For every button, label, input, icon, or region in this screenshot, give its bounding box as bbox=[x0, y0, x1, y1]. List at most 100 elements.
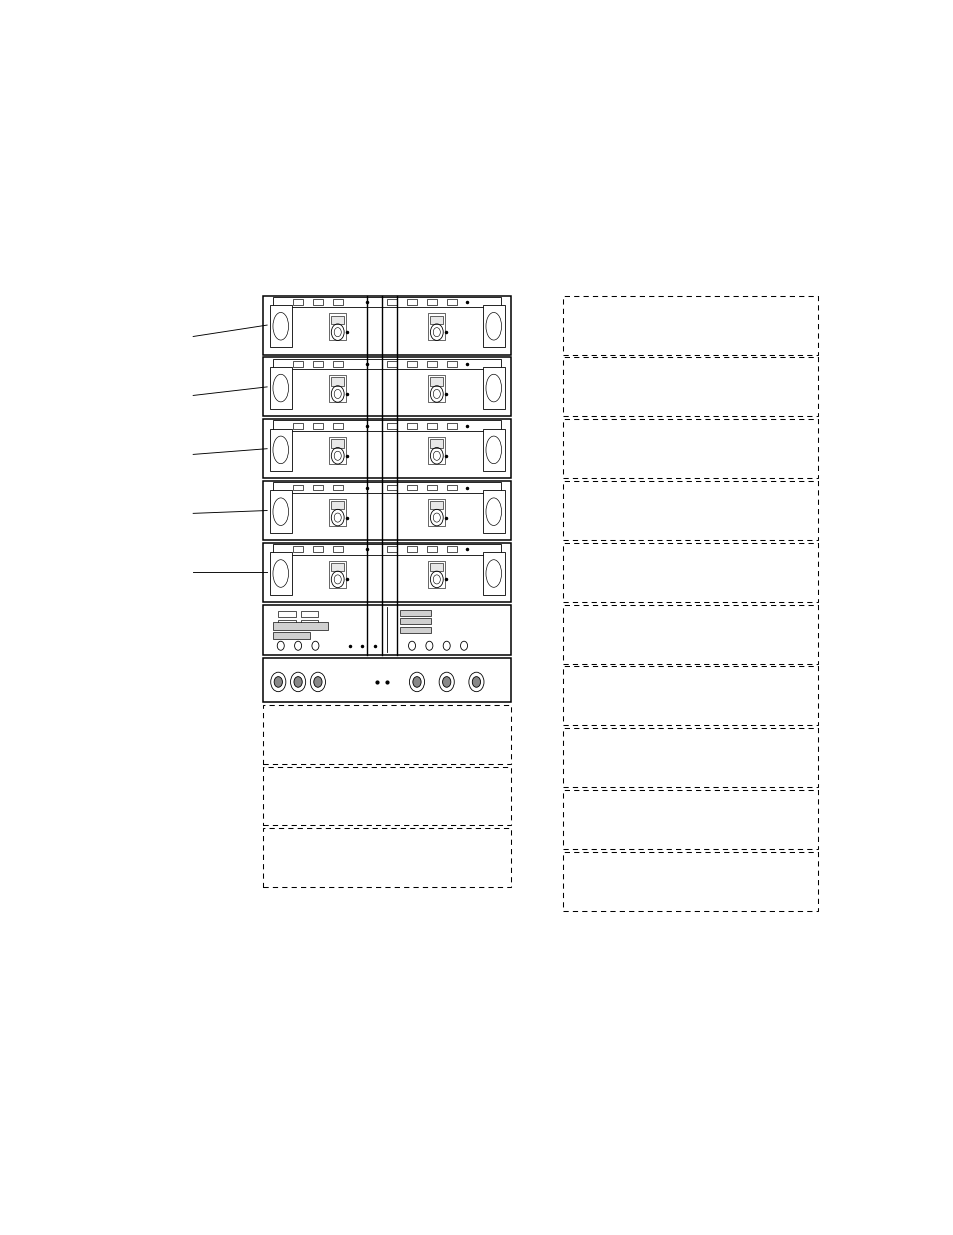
Circle shape bbox=[472, 677, 480, 687]
Bar bbox=[426, 484, 436, 490]
Bar bbox=[270, 305, 292, 347]
Bar bbox=[293, 299, 303, 305]
Bar bbox=[329, 499, 346, 526]
Bar bbox=[333, 299, 342, 305]
Circle shape bbox=[413, 677, 420, 687]
Ellipse shape bbox=[485, 498, 501, 525]
Bar bbox=[263, 419, 511, 478]
Bar bbox=[430, 501, 443, 509]
Bar bbox=[270, 490, 292, 534]
Bar bbox=[278, 620, 295, 626]
Bar bbox=[562, 852, 817, 911]
Bar bbox=[293, 484, 303, 490]
Bar bbox=[407, 422, 416, 429]
Bar bbox=[313, 546, 322, 552]
Bar bbox=[446, 299, 456, 305]
Bar bbox=[407, 361, 416, 367]
Ellipse shape bbox=[485, 436, 501, 463]
Bar bbox=[407, 484, 416, 490]
Bar bbox=[313, 361, 322, 367]
Bar bbox=[446, 484, 456, 490]
Bar bbox=[482, 429, 504, 471]
Bar bbox=[446, 546, 456, 552]
Bar bbox=[333, 484, 342, 490]
Bar bbox=[430, 316, 443, 324]
Bar bbox=[430, 440, 443, 447]
Circle shape bbox=[314, 677, 322, 687]
Bar bbox=[263, 543, 511, 601]
Bar bbox=[387, 361, 396, 367]
Bar bbox=[263, 767, 511, 825]
Bar bbox=[562, 419, 817, 478]
Bar bbox=[263, 829, 511, 887]
Bar bbox=[329, 561, 346, 588]
Bar bbox=[300, 620, 317, 626]
Bar bbox=[331, 563, 344, 571]
Bar bbox=[387, 422, 396, 429]
Bar bbox=[331, 316, 344, 324]
Bar bbox=[562, 790, 817, 848]
Bar bbox=[300, 611, 317, 618]
Bar bbox=[426, 546, 436, 552]
Ellipse shape bbox=[273, 436, 288, 463]
Bar bbox=[430, 563, 443, 571]
Bar bbox=[274, 545, 500, 555]
Bar bbox=[482, 305, 504, 347]
Bar bbox=[331, 378, 344, 385]
Bar bbox=[407, 546, 416, 552]
Bar bbox=[428, 437, 445, 464]
Bar bbox=[274, 420, 500, 431]
Bar bbox=[399, 626, 431, 632]
Bar bbox=[331, 440, 344, 447]
Bar bbox=[278, 611, 295, 618]
Bar bbox=[263, 605, 511, 655]
Bar bbox=[263, 295, 511, 354]
Ellipse shape bbox=[273, 559, 288, 588]
Bar bbox=[313, 484, 322, 490]
Bar bbox=[270, 552, 292, 595]
Bar bbox=[562, 295, 817, 354]
Bar bbox=[313, 299, 322, 305]
Bar bbox=[333, 422, 342, 429]
Bar bbox=[387, 484, 396, 490]
Bar bbox=[313, 422, 322, 429]
Bar bbox=[562, 482, 817, 540]
Bar bbox=[562, 729, 817, 787]
Ellipse shape bbox=[273, 498, 288, 525]
Bar bbox=[293, 422, 303, 429]
Bar bbox=[428, 375, 445, 403]
Bar bbox=[430, 378, 443, 385]
Bar bbox=[426, 299, 436, 305]
Bar bbox=[293, 361, 303, 367]
Bar bbox=[329, 437, 346, 464]
Bar bbox=[482, 552, 504, 595]
Bar bbox=[274, 632, 310, 638]
Bar bbox=[562, 667, 817, 725]
Bar bbox=[263, 357, 511, 416]
Bar bbox=[446, 361, 456, 367]
Bar bbox=[426, 361, 436, 367]
Bar bbox=[428, 561, 445, 588]
Bar bbox=[562, 605, 817, 663]
Bar bbox=[426, 422, 436, 429]
Bar bbox=[482, 490, 504, 534]
Bar bbox=[562, 543, 817, 601]
Bar bbox=[333, 546, 342, 552]
Bar bbox=[274, 622, 328, 630]
Bar bbox=[333, 361, 342, 367]
Bar bbox=[446, 422, 456, 429]
Bar bbox=[293, 546, 303, 552]
Bar bbox=[263, 705, 511, 763]
Bar bbox=[387, 299, 396, 305]
Bar bbox=[331, 501, 344, 509]
Ellipse shape bbox=[485, 559, 501, 588]
Ellipse shape bbox=[273, 374, 288, 401]
Circle shape bbox=[442, 677, 451, 687]
Bar bbox=[274, 296, 500, 308]
Bar bbox=[562, 357, 817, 416]
Bar bbox=[329, 375, 346, 403]
Ellipse shape bbox=[485, 312, 501, 340]
Bar bbox=[428, 314, 445, 341]
Bar bbox=[263, 482, 511, 540]
Bar bbox=[263, 657, 511, 701]
